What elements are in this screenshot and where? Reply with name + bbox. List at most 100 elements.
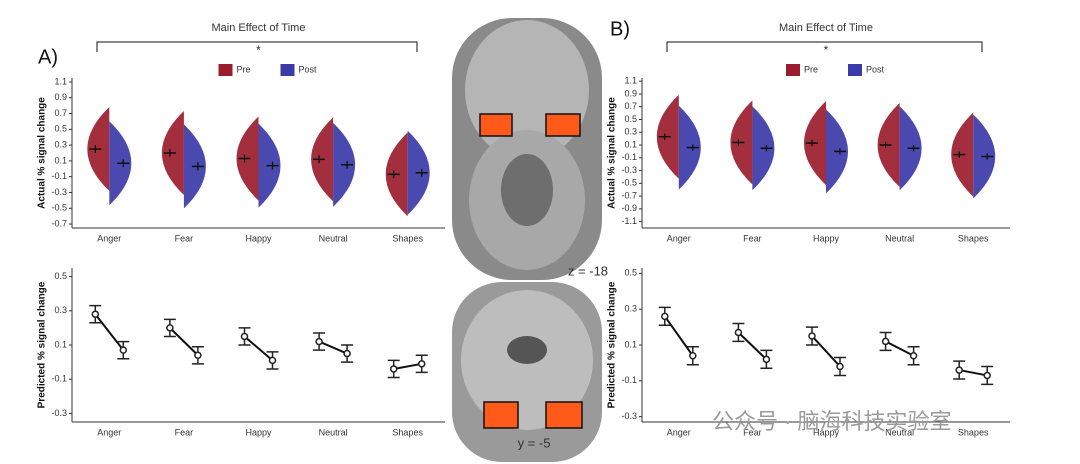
y-tick-label: 0.5 (54, 124, 67, 134)
x-tick-label: Fear (175, 427, 194, 437)
annotation: Main Effect of Time (779, 22, 873, 34)
significance: * (256, 43, 261, 57)
y-tick-label: 0.1 (624, 139, 637, 149)
y-axis-label: Actual % signal change (37, 97, 48, 209)
x-tick-label: Neutral (319, 233, 348, 243)
y-tick-label: 0.1 (54, 339, 67, 349)
mean-point (689, 351, 697, 360)
panel-label: B) (610, 18, 630, 40)
y-tick-label: 0.7 (624, 101, 637, 111)
y-tick-label: 1.1 (624, 76, 637, 86)
x-tick-label: Shapes (392, 233, 423, 243)
mean-point (240, 332, 249, 341)
mean-point (734, 328, 743, 337)
brain-axial (452, 18, 602, 280)
y-tick-label: -0.1 (51, 171, 67, 181)
connector (811, 335, 841, 368)
legend-label: Post (866, 64, 885, 74)
connector (885, 340, 915, 357)
mean-point (268, 356, 277, 365)
connector (243, 335, 274, 362)
y-tick-label: -0.3 (51, 187, 67, 197)
mean-point (836, 362, 844, 371)
mean-point (808, 332, 816, 340)
watermark: 公众号 · 脑海科技实验室 (712, 409, 952, 434)
x-tick-label: Neutral (885, 233, 914, 243)
y-axis-label: Actual % signal change (607, 97, 618, 209)
annotation: Main Effect of Time (212, 22, 306, 34)
y-tick-label: 0.9 (54, 92, 67, 102)
legend-swatch (218, 64, 233, 76)
mean-point (119, 346, 128, 354)
x-tick-label: Anger (97, 233, 121, 243)
x-tick-label: Fear (743, 427, 762, 437)
x-tick-label: Fear (175, 233, 194, 243)
connector (959, 369, 988, 377)
mean-point (955, 366, 963, 374)
x-tick-label: Shapes (392, 427, 423, 437)
legend-swatch (848, 64, 862, 76)
x-tick-label: Fear (743, 233, 762, 243)
x-tick-label: Happy (245, 427, 272, 437)
mean-point (983, 371, 991, 380)
legend-label: Post (299, 64, 318, 74)
y-axis-label: Predicted % signal change (37, 281, 48, 408)
mean-point (389, 365, 398, 373)
x-tick-label: Happy (245, 233, 272, 243)
mean-point (417, 360, 426, 368)
y-tick-label: 0.5 (624, 114, 637, 124)
y-tick-label: 1.1 (54, 76, 67, 86)
x-tick-label: Anger (667, 427, 691, 437)
mean-point (661, 312, 669, 321)
y-tick-label: 0.3 (54, 305, 67, 315)
y-tick-label: 0.1 (54, 155, 67, 165)
connector (169, 327, 199, 356)
y-tick-label: 0.9 (624, 88, 637, 98)
y-tick-label: 0.5 (624, 268, 637, 278)
mean-point (881, 337, 890, 346)
y-tick-label: -0.9 (621, 203, 637, 213)
connector (94, 313, 125, 351)
mean-point (343, 349, 351, 358)
legend-swatch (786, 64, 800, 76)
connector (318, 340, 348, 355)
x-tick-label: Happy (813, 233, 840, 243)
mean-point (315, 337, 323, 346)
y-tick-label: 0.3 (624, 127, 637, 137)
mean-point (762, 355, 771, 364)
mean-point (166, 324, 174, 332)
x-tick-label: Anger (97, 427, 121, 437)
x-tick-label: Shapes (958, 233, 989, 243)
legend-label: Pre (237, 64, 251, 74)
bracket (666, 41, 983, 52)
y-tick-label: -0.7 (621, 190, 637, 200)
slice-label: z = -18 (568, 263, 608, 278)
x-tick-label: Shapes (958, 427, 989, 437)
y-tick-label: -0.7 (51, 218, 67, 228)
slice-label: y = -5 (518, 435, 551, 450)
y-tick-label: 0.7 (54, 108, 67, 118)
connector (737, 331, 768, 361)
connector (663, 315, 694, 357)
y-tick-label: 0.5 (54, 271, 67, 281)
y-tick-label: -0.3 (51, 408, 67, 418)
x-tick-label: Anger (667, 233, 691, 243)
x-tick-label: Neutral (319, 427, 348, 437)
bracket (96, 41, 418, 52)
y-tick-label: -0.5 (51, 203, 67, 213)
y-tick-label: -0.3 (621, 165, 637, 175)
y-tick-label: -0.3 (621, 411, 637, 421)
x-tick-label: Neutral (885, 427, 914, 437)
mean-point (909, 351, 918, 360)
y-tick-label: 0.1 (624, 339, 637, 349)
y-tick-label: 0.3 (54, 139, 67, 149)
brain-coronal (452, 282, 602, 462)
x-tick-label: Happy (813, 427, 840, 437)
mean-point (194, 351, 202, 360)
y-tick-label: 0.3 (624, 304, 637, 314)
y-tick-label: -1.1 (621, 216, 637, 226)
y-tick-label: -0.1 (621, 375, 637, 385)
significance: * (824, 43, 829, 57)
y-tick-label: -0.5 (621, 178, 637, 188)
